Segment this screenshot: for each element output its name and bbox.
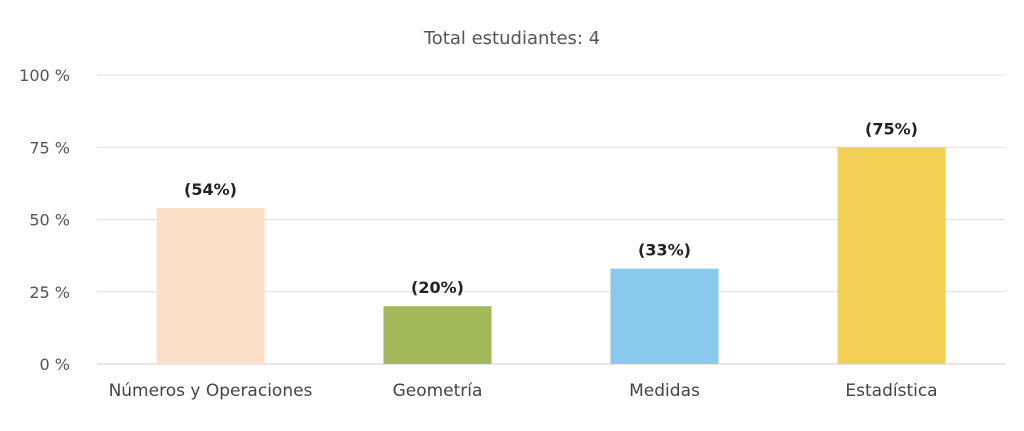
y-tick-label: 75 %: [29, 138, 70, 157]
bar: [610, 268, 719, 364]
y-axis: 0 % 25 % 50 % 75 % 100 %: [19, 66, 70, 374]
y-tick-label: 25 %: [29, 283, 70, 302]
x-tick-label: Estadística: [845, 381, 937, 401]
data-labels: (54%) (20%) (33%) (75%): [184, 119, 918, 297]
x-tick-label: Geometría: [393, 381, 483, 401]
y-tick-label: 100 %: [19, 66, 70, 85]
bar: [837, 147, 946, 364]
bars: [156, 147, 946, 364]
x-tick-label: Números y Operaciones: [109, 381, 313, 401]
data-label: (75%): [865, 119, 918, 138]
data-label: (33%): [638, 241, 691, 260]
data-label: (20%): [411, 278, 464, 297]
bar: [156, 207, 265, 364]
y-tick-label: 0 %: [40, 355, 70, 374]
chart-title: Total estudiantes: 4: [423, 28, 600, 49]
bar: [383, 306, 492, 364]
data-label: (54%): [184, 180, 237, 199]
x-tick-label: Medidas: [629, 381, 700, 401]
x-axis: Números y Operaciones Geometría Medidas Est…: [109, 381, 938, 401]
y-tick-label: 50 %: [29, 211, 70, 230]
